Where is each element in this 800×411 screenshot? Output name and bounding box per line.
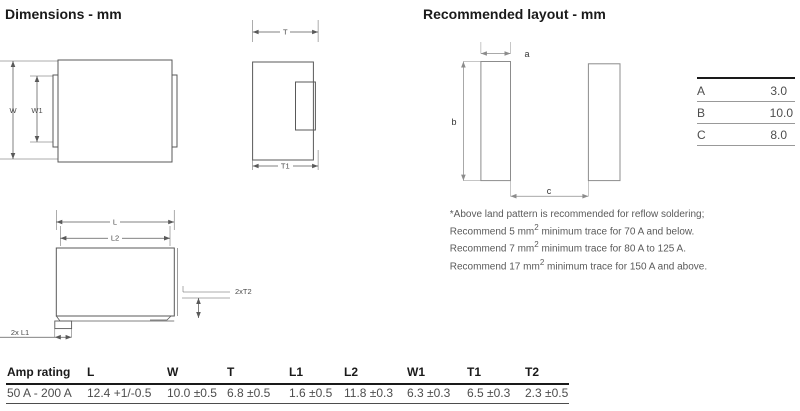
svg-text:b: b xyxy=(451,117,456,127)
svg-text:L: L xyxy=(113,218,117,227)
svg-text:2xT2: 2xT2 xyxy=(235,287,252,296)
svg-text:c: c xyxy=(547,186,552,196)
svg-text:W1: W1 xyxy=(31,106,42,115)
svg-text:2x L1: 2x L1 xyxy=(11,328,29,337)
svg-text:T1: T1 xyxy=(281,162,290,171)
svg-text:W: W xyxy=(9,106,17,115)
svg-text:a: a xyxy=(524,49,529,59)
svg-text:L2: L2 xyxy=(111,234,119,243)
svg-text:T: T xyxy=(283,28,288,37)
